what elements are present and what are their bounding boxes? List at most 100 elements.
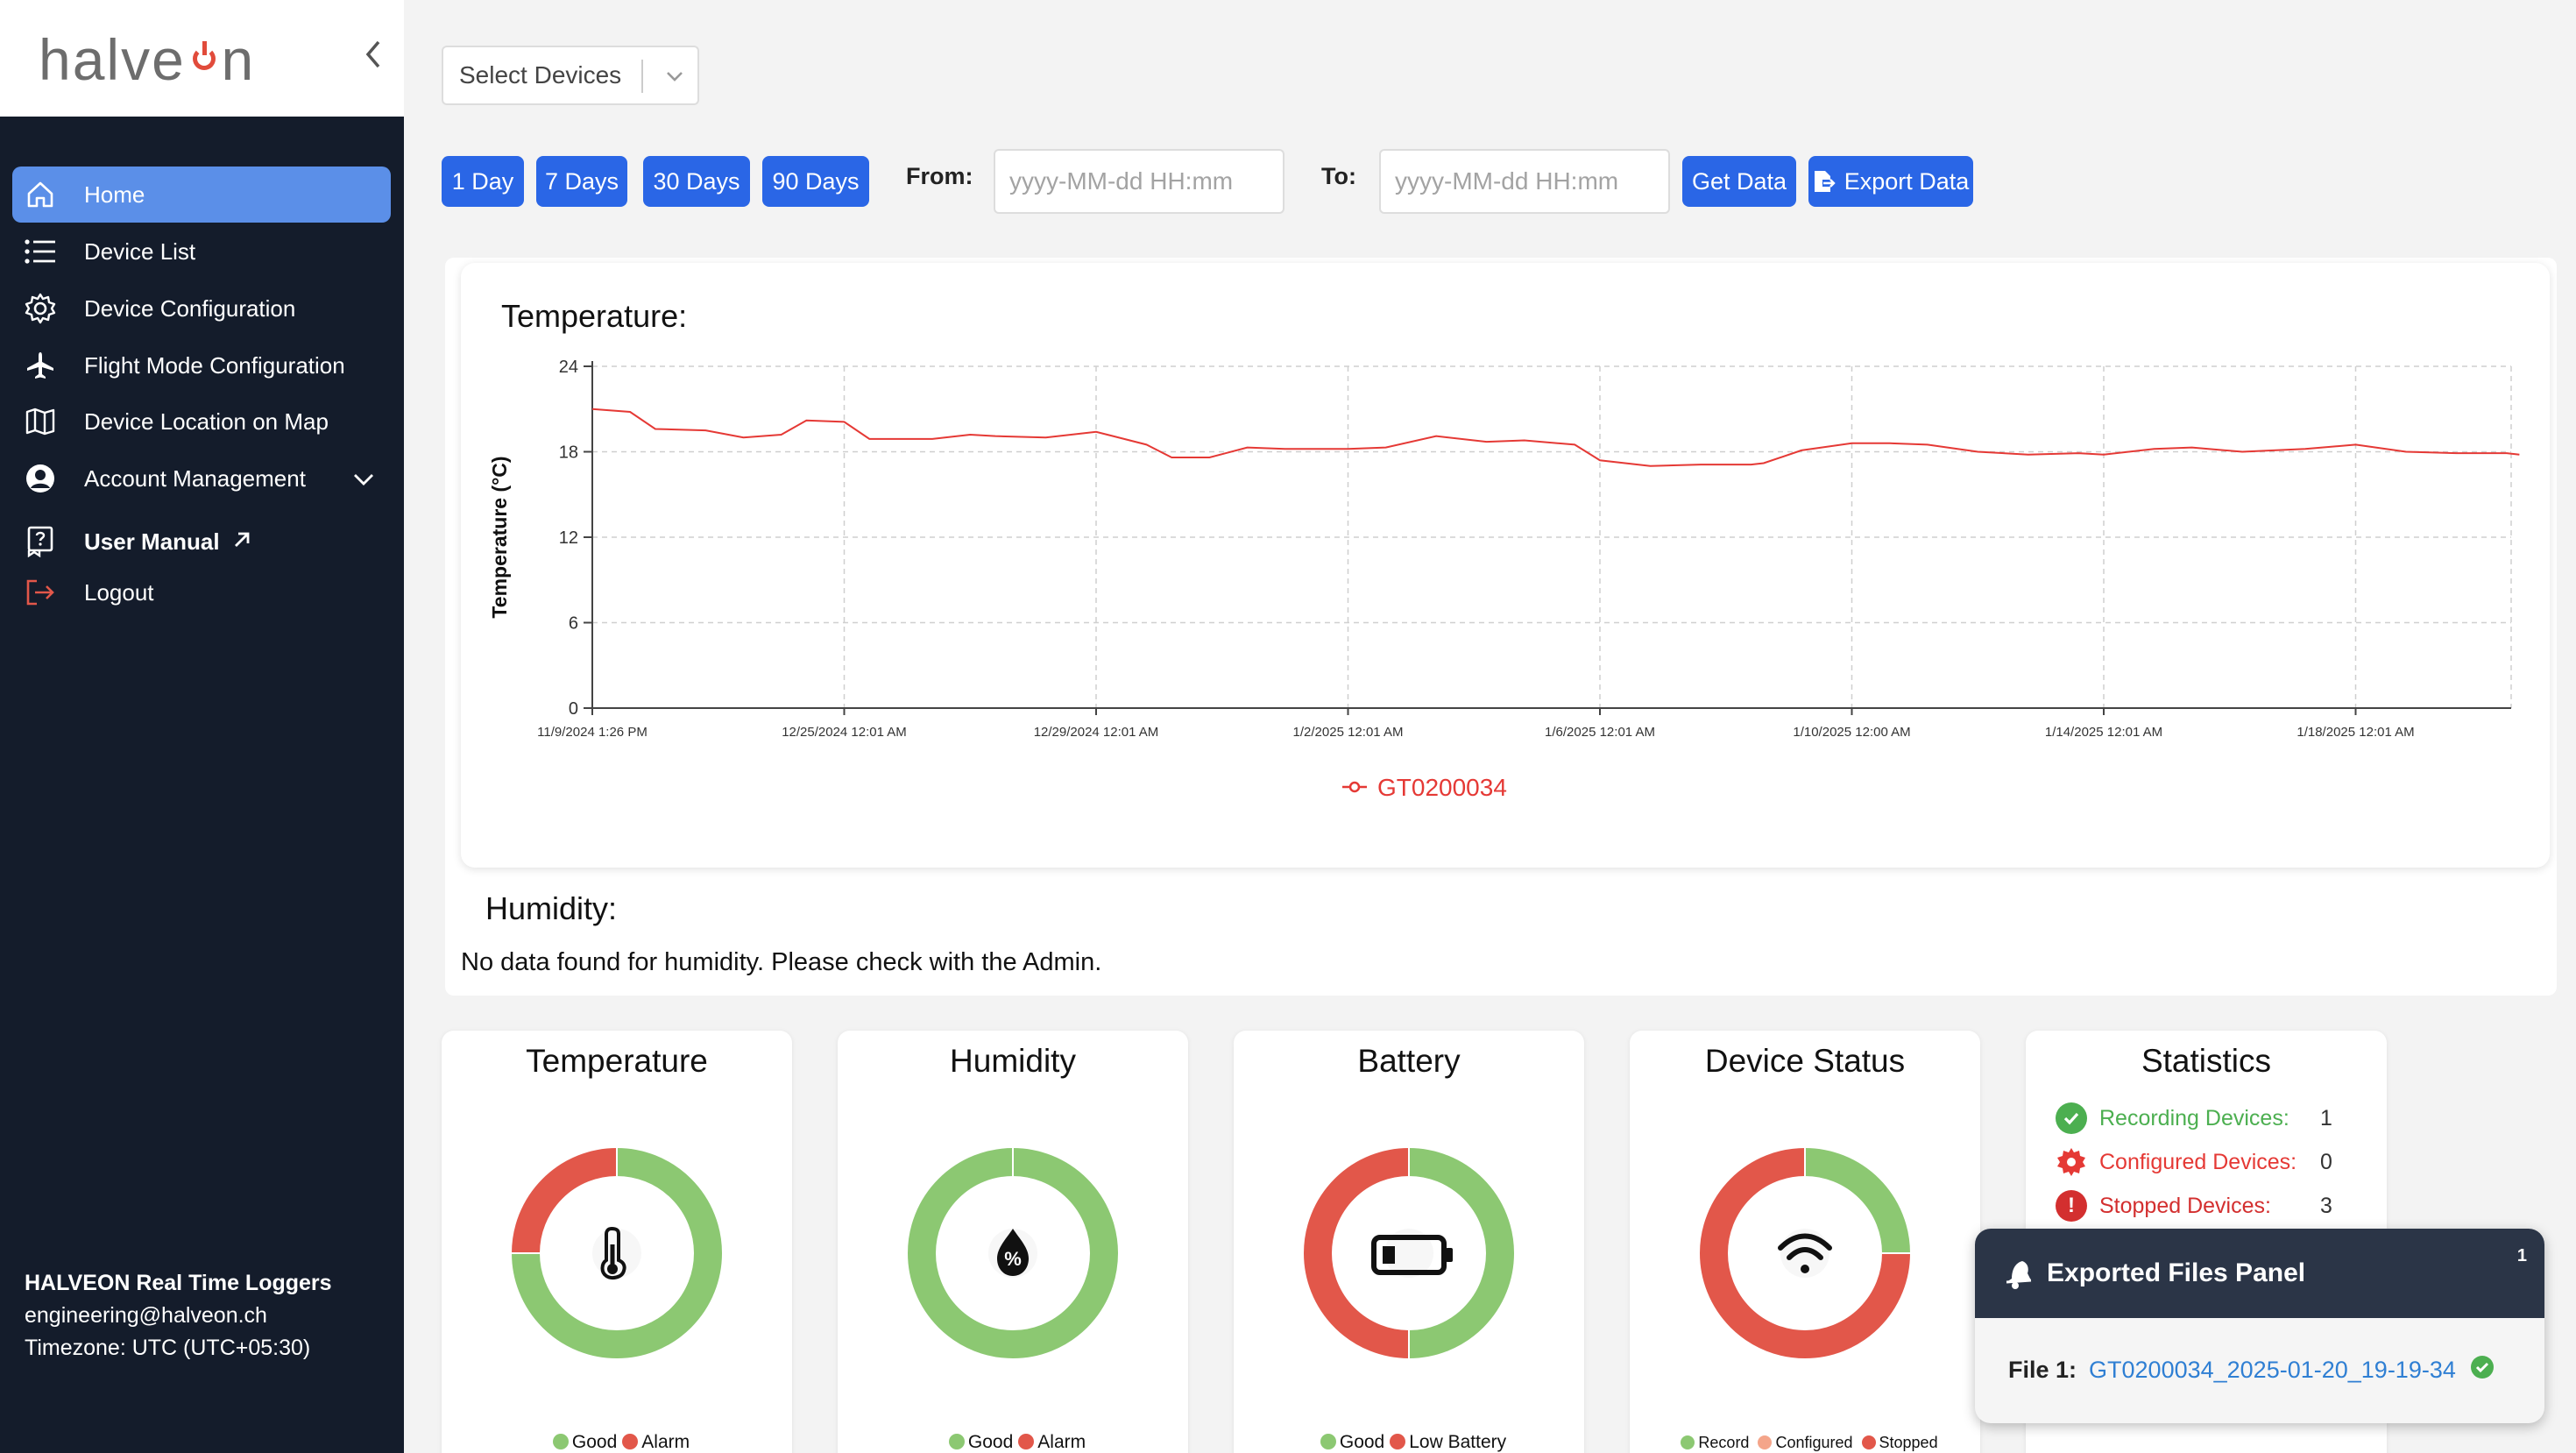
card-title: Humidity (950, 1043, 1076, 1079)
sidebar: halve n Home Device List Device Configur… (0, 0, 404, 1453)
export-data-button[interactable]: Export Data (1808, 156, 1973, 207)
y-tick-label: 18 (559, 443, 578, 463)
sidebar-item-label: Device Location on Map (84, 408, 329, 435)
exported-files-title: Exported Files Panel (2047, 1258, 2306, 1287)
exported-files-header[interactable]: Exported Files Panel 1 (1975, 1229, 2544, 1318)
y-tick-label: 6 (569, 614, 578, 634)
battery-donut (1304, 1148, 1514, 1358)
stat-configured-devices: Configured Devices: 0 (2056, 1143, 2353, 1181)
check-circle-icon (2056, 1102, 2087, 1134)
thermometer-icon (600, 1226, 626, 1279)
legend-point-marker (1348, 781, 1361, 793)
x-tick-label: 1/18/2025 12:01 AM (2296, 725, 2414, 740)
sidebar-item-label: Home (84, 181, 145, 208)
map-icon (25, 406, 56, 437)
sidebar-item-label: Account Management (84, 464, 306, 492)
legend-label: GT0200034 (1377, 774, 1507, 801)
device-status-donut (1700, 1148, 1910, 1358)
file-export-icon (1813, 169, 1836, 194)
y-tick-label: 24 (559, 358, 578, 377)
humidity-drop-icon: % (997, 1229, 1029, 1276)
stat-recording-devices: Recording Devices: 1 (2056, 1099, 2353, 1138)
temperature-chart-title: Temperature: (501, 298, 688, 334)
select-devices-placeholder: Select Devices (459, 61, 622, 89)
alert-circle-icon: ! (2056, 1190, 2087, 1222)
sidebar-item-user-manual[interactable]: User Manual (12, 514, 391, 570)
halveon-logo[interactable]: halve n (39, 27, 256, 92)
range-30-days-button[interactable]: 30 Days (643, 156, 750, 207)
humidity-donut: % (908, 1148, 1118, 1358)
range-1-day-button[interactable]: 1 Day (442, 156, 524, 207)
sidebar-item-account-management[interactable]: Account Management (12, 450, 391, 507)
y-tick-label: 12 (559, 528, 578, 548)
from-date-input[interactable] (994, 149, 1284, 214)
logout-icon (25, 577, 56, 608)
temperature-chart: 0 6 12 18 24 11/9/2024 1:26 PM 12/25/2024 12:0… (488, 358, 2520, 801)
humidity-legend: Good Alarm (838, 1432, 1188, 1453)
from-label: From: (906, 163, 973, 189)
chevron-down-icon[interactable] (662, 60, 687, 99)
contact-email: engineering@halveon.ch (25, 1303, 267, 1328)
temperature-chart-card: Temperature: 0 6 12 18 24 11/9/2024 1:26 PM 12… (461, 263, 2550, 868)
airplane-icon (25, 350, 56, 381)
donut-icon-bg (1384, 1229, 1433, 1278)
to-label: To: (1321, 163, 1356, 189)
sidebar-item-device-list[interactable]: Device List (12, 223, 391, 280)
timezone-label: Timezone: UTC (UTC+05:30) (25, 1336, 311, 1360)
battery-summary-card: Battery Good Low Battery (1234, 1031, 1584, 1453)
sidebar-item-device-map[interactable]: Device Location on Map (12, 393, 391, 450)
humidity-summary-card: Humidity % Good Alarm (838, 1031, 1188, 1453)
card-title: Device Status (1704, 1043, 1906, 1079)
list-icon (25, 236, 56, 267)
battery-icon (1371, 1235, 1453, 1275)
x-tick-label: 1/10/2025 12:00 AM (1793, 725, 1910, 740)
export-data-label: Export Data (1844, 167, 1970, 195)
exported-file-row: File 1: GT0200034_2025-01-20_19-19-34 (2008, 1355, 2495, 1386)
check-circle-icon (2470, 1355, 2495, 1386)
range-90-days-button[interactable]: 90 Days (762, 156, 869, 207)
sidebar-item-logout[interactable]: Logout (12, 564, 391, 620)
gear-icon (25, 293, 56, 324)
device-status-legend: Record Configured Stopped (1630, 1434, 1980, 1452)
x-tick-label: 1/6/2025 12:01 AM (1545, 725, 1655, 740)
chevron-down-icon[interactable] (352, 465, 375, 493)
y-tick-label: 0 (569, 699, 578, 719)
battery-legend: Good Low Battery (1234, 1432, 1584, 1453)
humidity-no-data-message: No data found for humidity. Please check… (461, 948, 1102, 976)
card-title: Statistics (2141, 1043, 2272, 1079)
data-section: Temperature: 0 6 12 18 24 11/9/2024 1:26 PM 12… (445, 258, 2557, 996)
select-devices-dropdown[interactable]: Select Devices (442, 46, 699, 105)
sidebar-item-home[interactable]: Home (12, 167, 391, 223)
get-data-button[interactable]: Get Data (1682, 156, 1796, 207)
temperature-donut (512, 1148, 722, 1358)
to-date-input[interactable] (1379, 149, 1670, 214)
x-tick-label: 12/25/2024 12:01 AM (782, 725, 907, 740)
sidebar-item-device-configuration[interactable]: Device Configuration (12, 280, 391, 337)
collapse-sidebar-icon[interactable] (363, 39, 384, 79)
exported-files-panel: Exported Files Panel 1 File 1: GT0200034… (1975, 1229, 2544, 1423)
exported-file-link[interactable]: GT0200034_2025-01-20_19-19-34 (2089, 1357, 2456, 1383)
external-link-icon (232, 528, 251, 556)
company-name: HALVEON Real Time Loggers (25, 1271, 332, 1295)
help-book-icon (25, 526, 56, 557)
sidebar-footer: HALVEON Real Time Loggers engineering@ha… (25, 1267, 332, 1364)
range-7-days-button[interactable]: 7 Days (536, 156, 627, 207)
logo-area: halve n (0, 0, 404, 117)
humidity-title: Humidity: (485, 890, 618, 926)
temperature-legend: Good Alarm (442, 1432, 792, 1453)
sidebar-item-label: Logout (84, 578, 154, 606)
y-axis-label: Temperature (°C) (488, 456, 511, 618)
bell-icon (1999, 1256, 2035, 1291)
file-label: File 1: (2008, 1357, 2077, 1383)
device-status-summary-card: Device Status Record Configured Stopped (1630, 1031, 1980, 1453)
x-tick-label: 1/2/2025 12:01 AM (1293, 725, 1404, 740)
x-tick-label: 1/14/2025 12:01 AM (2045, 725, 2162, 740)
user-circle-icon (25, 463, 56, 494)
sidebar-item-label: User Manual (84, 528, 220, 555)
wifi-icon (1778, 1233, 1832, 1273)
sidebar-item-label: Device List (84, 237, 196, 265)
dropdown-separator (641, 60, 643, 93)
card-title: Battery (1357, 1043, 1461, 1079)
sidebar-item-flight-mode[interactable]: Flight Mode Configuration (12, 337, 391, 393)
temperature-summary-card: Temperature Good Alarm (442, 1031, 792, 1453)
